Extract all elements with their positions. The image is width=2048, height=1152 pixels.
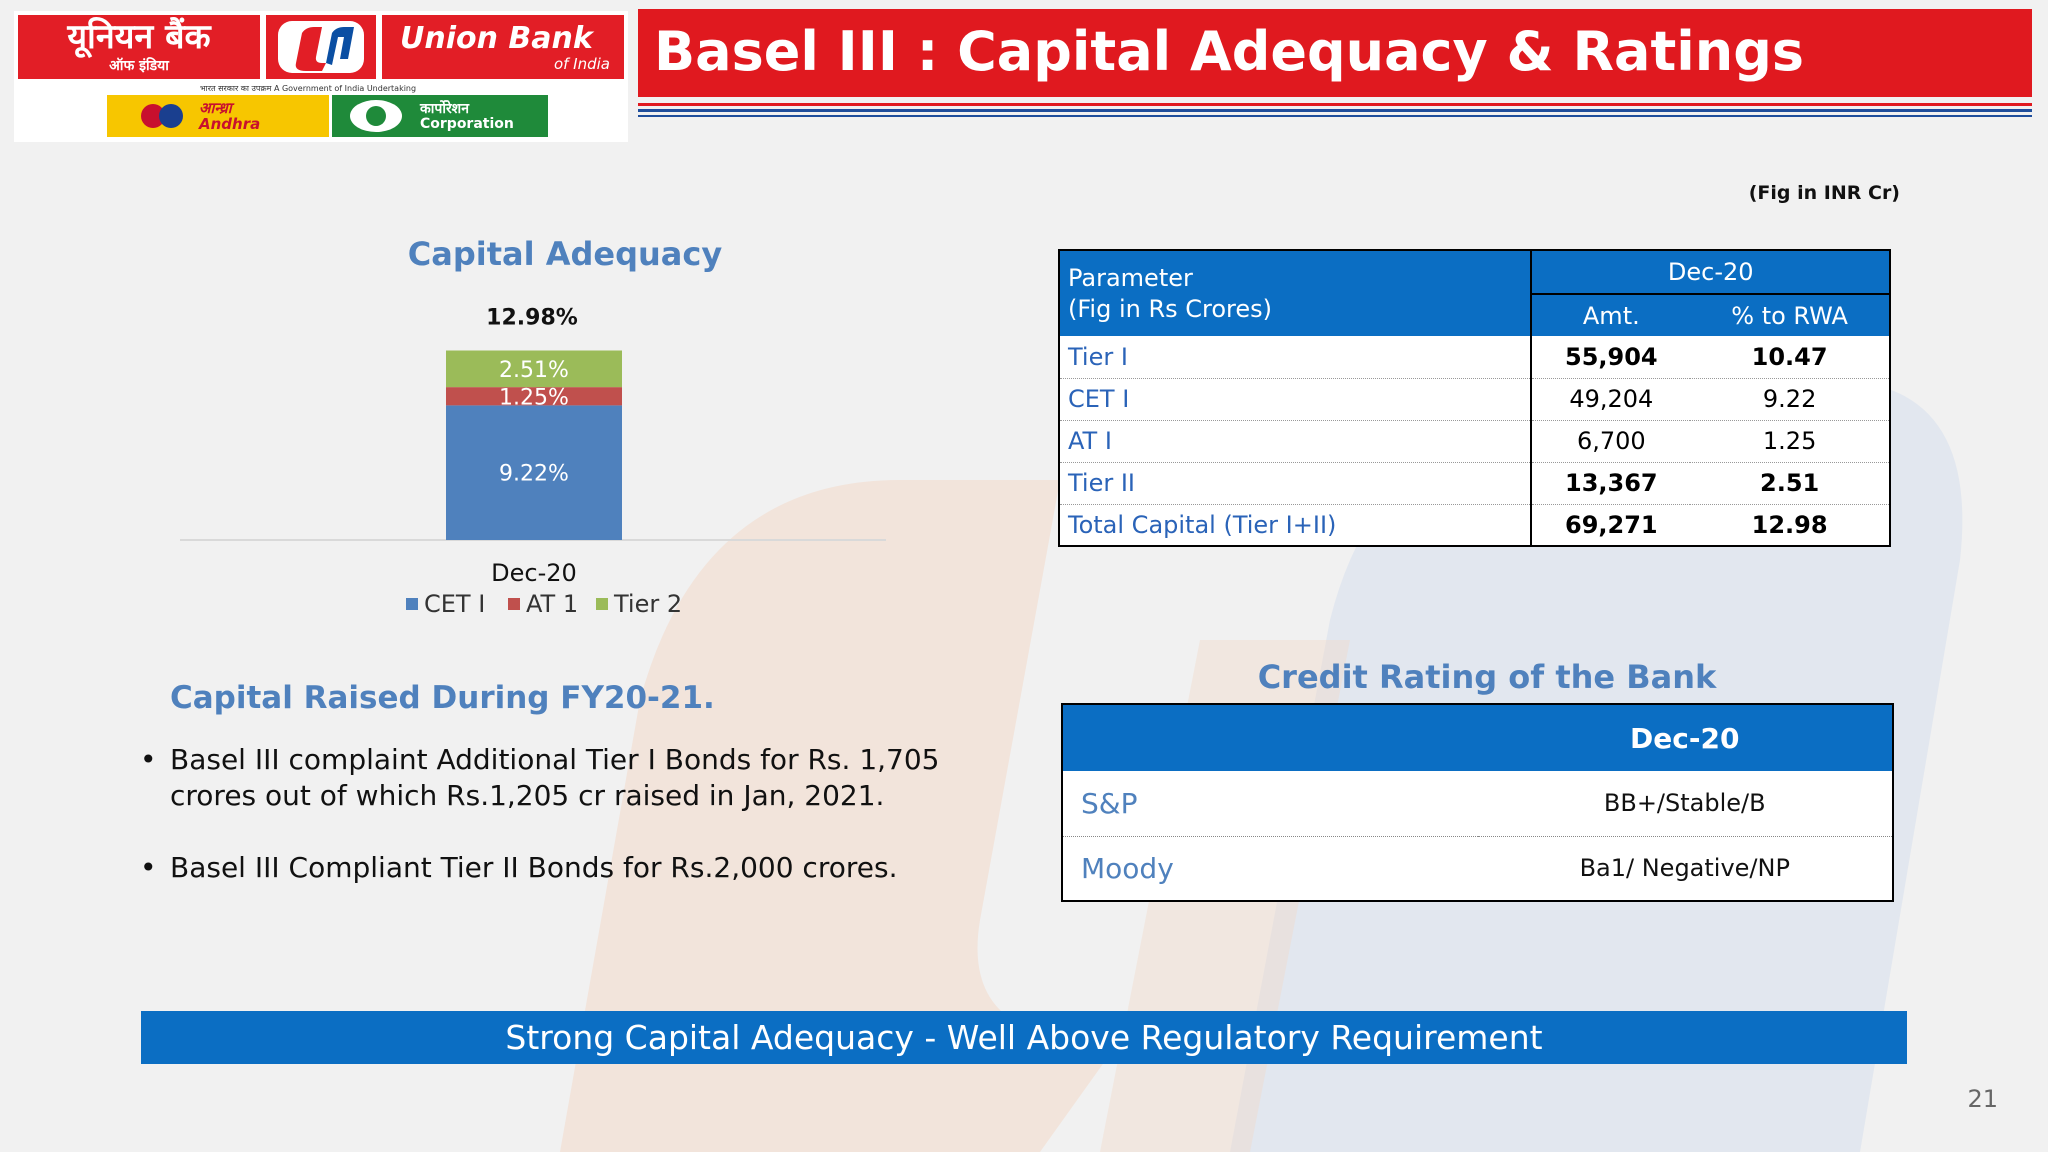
chart-title: Capital Adequacy bbox=[407, 235, 723, 273]
parameter-header-line1: Parameter bbox=[1068, 263, 1193, 292]
title-stripe-blue-thin bbox=[638, 115, 2032, 117]
andhra-english: Andhra bbox=[199, 115, 261, 133]
corp-english: Corporation bbox=[420, 116, 514, 132]
rwa-cell: 9.22 bbox=[1690, 378, 1890, 421]
andhra-hindi: आन्ध्रा bbox=[199, 99, 232, 117]
table-row: Total Capital (Tier I+II) 69,271 12.98 bbox=[1059, 504, 1890, 547]
union-bank-logo: यूनियन बैंक ऑफ इंडिया Union Bank of Indi… bbox=[14, 11, 628, 142]
parameter-cell: Total Capital (Tier I+II) bbox=[1059, 504, 1533, 547]
title-stripe-blue bbox=[638, 109, 2032, 112]
table-row: Tier I 55,904 10.47 bbox=[1059, 336, 1890, 379]
table-row: Tier II 13,367 2.51 bbox=[1059, 462, 1890, 505]
amt-header: Amt. bbox=[1531, 294, 1691, 336]
period-header: Dec-20 bbox=[1531, 250, 1890, 295]
parameter-cell: CET I bbox=[1059, 378, 1533, 421]
credit-rating-table: Dec-20 S&P BB+/Stable/B Moody Ba1/ Negat… bbox=[1061, 703, 1894, 902]
agency-header bbox=[1062, 704, 1478, 771]
amt-cell: 13,367 bbox=[1531, 462, 1691, 505]
union-bank-emblem-icon bbox=[266, 15, 376, 79]
title-bar: Basel III : Capital Adequacy & Ratings bbox=[638, 9, 2032, 97]
logo-name-sub: of India bbox=[553, 55, 610, 73]
logo-english-block: Union Bank of India bbox=[382, 15, 624, 79]
capital-raised-title: Capital Raised During FY20-21. bbox=[170, 680, 715, 716]
parameter-cell: Tier II bbox=[1059, 462, 1533, 505]
amt-cell: 6,700 bbox=[1531, 420, 1691, 463]
rwa-cell: 2.51 bbox=[1690, 462, 1890, 505]
corporation-emblem-icon bbox=[350, 100, 402, 132]
amt-cell: 49,204 bbox=[1531, 378, 1691, 421]
table-row: Moody Ba1/ Negative/NP bbox=[1062, 836, 1893, 901]
table-row: AT I 6,700 1.25 bbox=[1059, 420, 1890, 463]
parameter-header-line2: (Fig in Rs Crores) bbox=[1068, 294, 1273, 323]
parameter-cell: AT I bbox=[1059, 420, 1533, 463]
summary-banner: Strong Capital Adequacy - Well Above Reg… bbox=[141, 1011, 1907, 1064]
rwa-cell: 12.98 bbox=[1690, 504, 1890, 547]
capital-raised-list: Basel III complaint Additional Tier I Bo… bbox=[140, 742, 960, 922]
logo-name: Union Bank bbox=[400, 21, 593, 56]
rating-cell: BB+/Stable/B bbox=[1477, 771, 1893, 837]
credit-rating-title: Credit Rating of the Bank bbox=[1257, 658, 1717, 696]
page-title: Basel III : Capital Adequacy & Ratings bbox=[654, 20, 1805, 83]
agency-cell: Moody bbox=[1081, 851, 1174, 885]
page-number: 21 bbox=[1967, 1085, 1998, 1113]
corporation-bank-logo: कार्पोरेशन Corporation bbox=[332, 95, 548, 137]
rating-period-header: Dec-20 bbox=[1477, 704, 1893, 771]
andhra-bank-logo: आन्ध्रा Andhra bbox=[107, 95, 329, 137]
agency-cell: S&P bbox=[1062, 771, 1478, 837]
logo-gov-note: भारत सरकार का उपक्रम A Government of Ind… bbox=[200, 84, 417, 93]
capital-adequacy-table: Parameter (Fig in Rs Crores) Dec-20 Amt.… bbox=[1058, 249, 1891, 547]
rating-cell: Ba1/ Negative/NP bbox=[1579, 854, 1790, 883]
amt-cell: 69,271 bbox=[1531, 504, 1691, 547]
andhra-emblem-icon bbox=[141, 104, 183, 128]
list-item: Basel III Compliant Tier II Bonds for Rs… bbox=[140, 850, 960, 886]
figures-note: (Fig in INR Cr) bbox=[1748, 182, 1900, 204]
table-row: S&P BB+/Stable/B bbox=[1062, 771, 1893, 837]
parameter-cell: Tier I bbox=[1059, 336, 1533, 379]
corp-hindi: कार्पोरेशन bbox=[420, 101, 469, 117]
parameter-header: Parameter (Fig in Rs Crores) bbox=[1059, 250, 1533, 336]
rwa-cell: 10.47 bbox=[1690, 336, 1890, 379]
rwa-cell: 1.25 bbox=[1690, 420, 1890, 463]
logo-hindi-name: यूनियन बैंक bbox=[67, 17, 211, 57]
list-item: Basel III complaint Additional Tier I Bo… bbox=[140, 742, 960, 814]
logo-hindi-sub: ऑफ इंडिया bbox=[109, 58, 169, 74]
table-row: CET I 49,204 9.22 bbox=[1059, 378, 1890, 421]
rwa-header: % to RWA bbox=[1690, 294, 1890, 336]
title-stripe-red bbox=[638, 103, 2032, 106]
logo-hindi-block: यूनियन बैंक ऑफ इंडिया bbox=[18, 15, 260, 79]
amt-cell: 55,904 bbox=[1531, 336, 1691, 379]
